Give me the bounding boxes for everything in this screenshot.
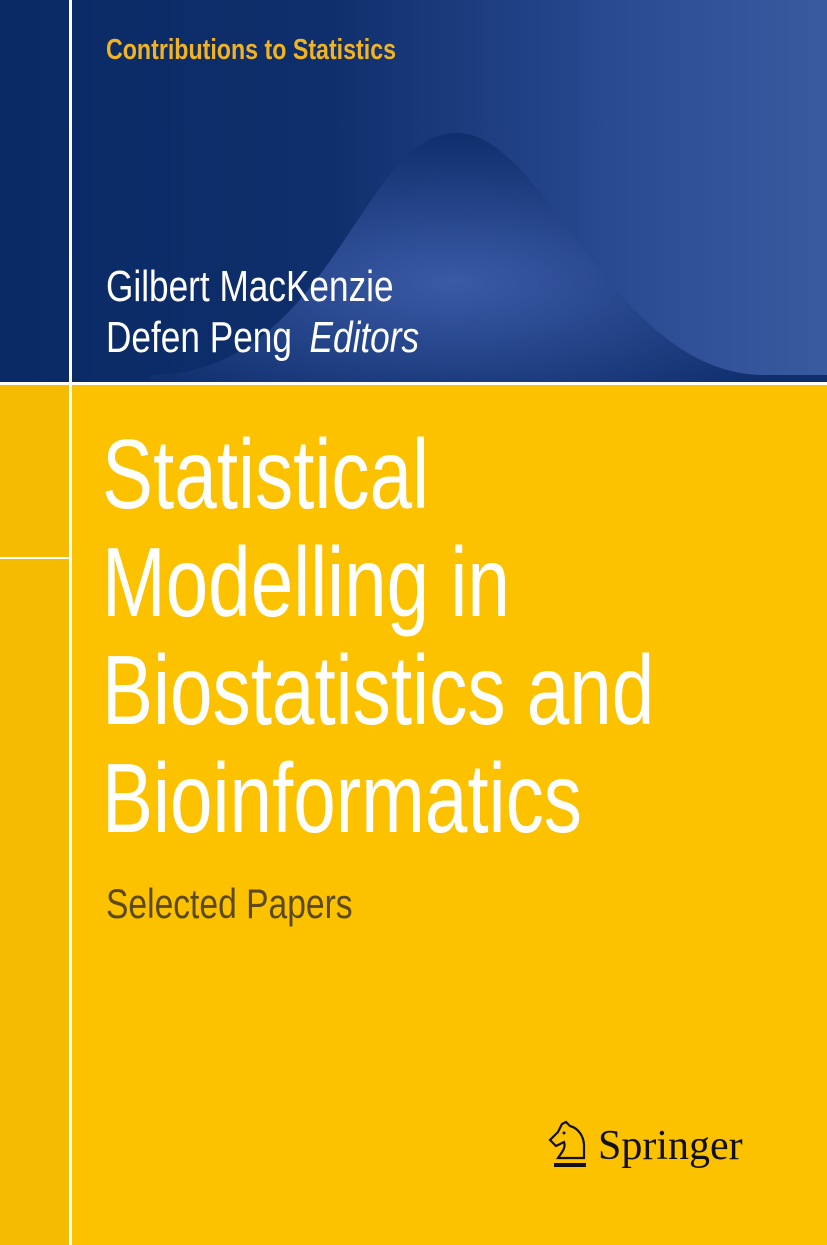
- short-divider: [0, 557, 70, 559]
- publisher-logo: Springer: [548, 1120, 743, 1172]
- publisher-name: Springer: [598, 1123, 743, 1169]
- title-line: Bioinformatics: [102, 743, 583, 853]
- title-line: Statistical: [102, 419, 430, 529]
- editor-line: Defen Peng Editors: [106, 313, 419, 363]
- title-line: Biostatistics and: [102, 635, 655, 745]
- title-line: Modelling in: [102, 527, 510, 637]
- series-title: Contributions to Statistics: [106, 34, 396, 66]
- springer-horse-icon: [548, 1120, 586, 1167]
- editor-name: Gilbert MacKenzie: [106, 262, 394, 311]
- cover-top-band: [0, 0, 827, 383]
- editor-name: Defen Peng: [106, 313, 292, 362]
- editors-label: Editors: [309, 313, 420, 362]
- left-strip: [0, 385, 69, 1245]
- book-subtitle: Selected Papers: [106, 880, 353, 927]
- book-title: Statistical Modelling in Biostatistics a…: [102, 420, 654, 852]
- bell-curve-graphic: [150, 132, 827, 383]
- horizontal-divider: [0, 382, 827, 385]
- vertical-divider: [69, 0, 72, 1245]
